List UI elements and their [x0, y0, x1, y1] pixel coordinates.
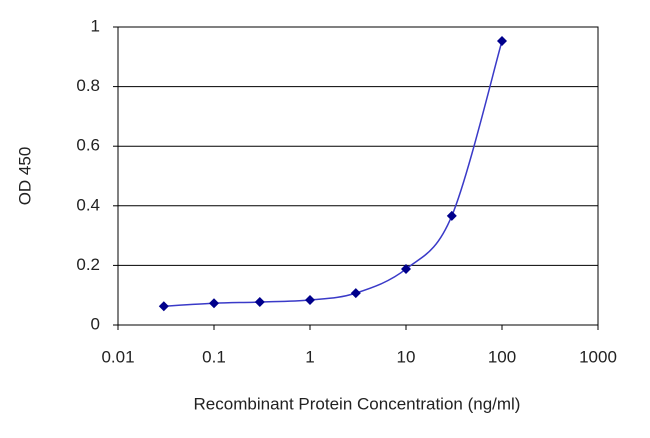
x-tick-label: 1: [305, 347, 314, 366]
y-tick-label: 0.2: [76, 255, 100, 274]
y-tick-label: 0.6: [76, 136, 100, 155]
data-point: [446, 210, 457, 221]
y-axis-label: OD 450: [15, 147, 34, 206]
data-point: [401, 263, 411, 274]
y-tick-label: 1: [91, 16, 100, 35]
plot-frame: [117, 26, 599, 326]
x-tick-label: 0.01: [101, 347, 134, 366]
data-point: [209, 298, 219, 309]
x-tick-label: 1000: [579, 347, 617, 366]
data-point: [305, 294, 315, 305]
data-point: [254, 297, 265, 308]
data-point: [158, 301, 169, 312]
x-tick-label: 0.1: [202, 347, 226, 366]
data-point: [497, 36, 507, 47]
y-tick-label: 0: [91, 314, 100, 333]
x-tick-label: 10: [397, 347, 416, 366]
x-axis-label: Recombinant Protein Concentration (ng/ml…: [194, 394, 521, 413]
y-tick-label: 0.8: [76, 76, 100, 95]
x-tick-label: 100: [488, 347, 516, 366]
data-point: [350, 288, 361, 299]
y-tick-label: 0.4: [76, 195, 100, 214]
